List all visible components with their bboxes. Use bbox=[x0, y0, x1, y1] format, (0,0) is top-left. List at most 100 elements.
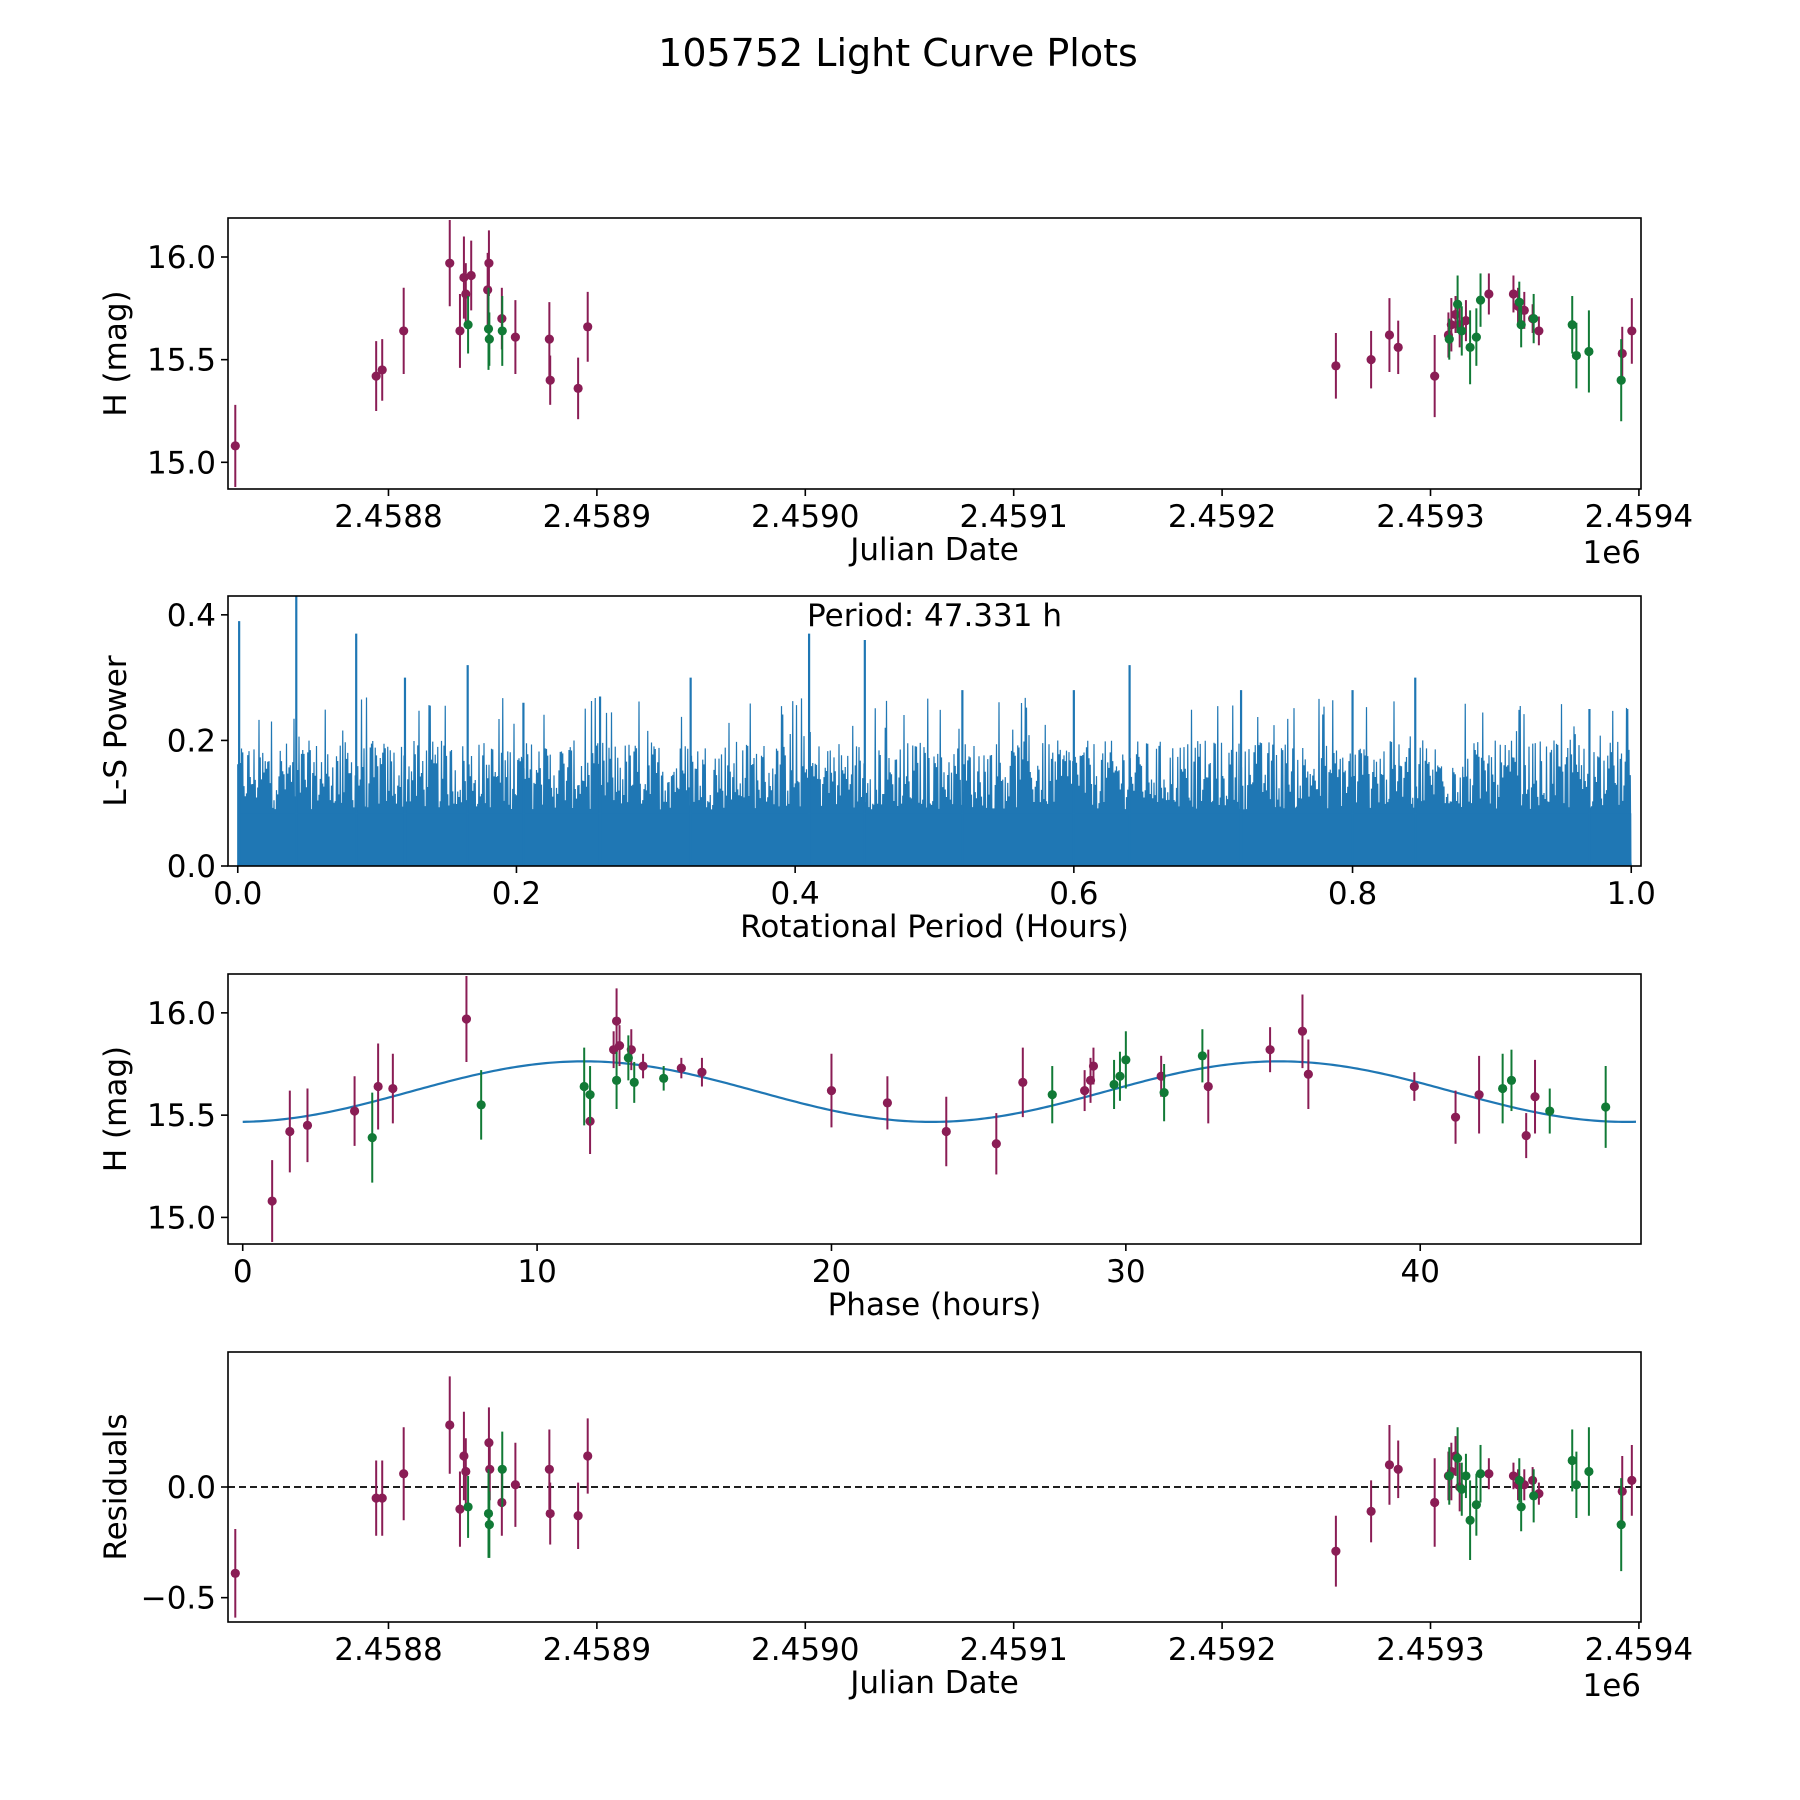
data-point bbox=[1617, 1486, 1627, 1497]
lightcurve-panel: 2.4588 2.4589 2.4590 2.4591 2.4592 2.4593 2.45… bbox=[98, 217, 1693, 571]
data-point bbox=[230, 1568, 240, 1578]
data-point bbox=[349, 1106, 360, 1116]
x-tick-label: 0.0 bbox=[213, 876, 262, 912]
data-point bbox=[1461, 1471, 1471, 1481]
data-point bbox=[629, 1077, 639, 1088]
data-point bbox=[1528, 1475, 1538, 1485]
data-point bbox=[1265, 1045, 1275, 1055]
data-point bbox=[445, 258, 455, 268]
data-point bbox=[1571, 350, 1581, 361]
data-point bbox=[1384, 330, 1395, 340]
series-filter-a bbox=[230, 220, 1637, 487]
periodogram-panel: Period: 47.331 h 0.0 0.2 0.4 0.6 0.8 1.0 0.0 0.2… bbox=[98, 595, 1656, 945]
data-point bbox=[1529, 1491, 1539, 1501]
data-point bbox=[1197, 1051, 1207, 1061]
data-point bbox=[1530, 1092, 1540, 1102]
data-point bbox=[1453, 1453, 1463, 1463]
data-point bbox=[1617, 348, 1627, 359]
sinusoid-model-curve bbox=[242, 1060, 1637, 1123]
data-point bbox=[461, 1014, 472, 1024]
data-point bbox=[1115, 1071, 1125, 1081]
x-tick-label: 0.6 bbox=[1049, 876, 1098, 912]
lightcurve-plot-area bbox=[230, 220, 1637, 487]
x-tick-label: 2.4589 bbox=[543, 499, 651, 535]
subplot-grid: 2.4588 2.4589 2.4590 2.4591 2.4592 2.4593 2.45… bbox=[98, 217, 1693, 1704]
series-filter-b bbox=[463, 1427, 1626, 1572]
period-annotation: Period: 47.331 h bbox=[807, 598, 1062, 634]
x-tick-label: 0.8 bbox=[1328, 876, 1377, 912]
data-point bbox=[1516, 320, 1526, 330]
data-point bbox=[638, 1061, 648, 1071]
data-point bbox=[1506, 1075, 1517, 1085]
data-point bbox=[455, 1504, 465, 1514]
data-point bbox=[1545, 1106, 1555, 1116]
data-point bbox=[1393, 1464, 1403, 1474]
residuals-plot-area bbox=[228, 1376, 1641, 1618]
data-point bbox=[1616, 375, 1626, 385]
x-offset-text: 1e6 bbox=[1582, 535, 1641, 571]
data-point bbox=[585, 1090, 595, 1100]
data-point bbox=[1018, 1077, 1028, 1088]
data-point bbox=[1384, 1460, 1395, 1470]
data-point bbox=[1409, 1081, 1419, 1092]
data-point bbox=[1465, 342, 1475, 352]
data-point bbox=[1627, 326, 1637, 336]
x-tick-label: 2.4593 bbox=[1376, 499, 1484, 535]
x-tick-label: 0 bbox=[233, 1254, 253, 1290]
data-point bbox=[545, 1508, 555, 1519]
periodogram-plot-area bbox=[237, 596, 1632, 866]
data-point bbox=[544, 334, 554, 344]
y-tick-label: 15.0 bbox=[147, 1200, 216, 1236]
data-point bbox=[388, 1083, 398, 1094]
data-point bbox=[1444, 334, 1454, 344]
data-point bbox=[1567, 1455, 1577, 1466]
x-tick-label: 1.0 bbox=[1607, 876, 1656, 912]
data-point bbox=[371, 371, 381, 381]
data-point bbox=[1203, 1081, 1213, 1092]
lightcurve-axes-frame bbox=[227, 217, 1642, 490]
data-point bbox=[1393, 342, 1403, 352]
x-tick-label: 2.4592 bbox=[1168, 499, 1276, 535]
x-tick-label: 30 bbox=[1106, 1254, 1145, 1290]
y-tick-label: 15.5 bbox=[147, 1098, 216, 1134]
x-tick-label: 0.2 bbox=[492, 876, 541, 912]
data-point bbox=[579, 1081, 589, 1092]
phased-panel: 0 10 20 30 40 15.0 15.5 16.0 Phase (hours) H (mag… bbox=[98, 973, 1642, 1323]
data-point bbox=[1366, 1506, 1376, 1516]
data-point bbox=[461, 1466, 471, 1477]
data-point bbox=[1534, 326, 1544, 336]
data-point bbox=[659, 1073, 669, 1083]
x-tick-label: 2.4588 bbox=[334, 499, 442, 535]
data-point bbox=[1627, 1475, 1637, 1485]
data-point bbox=[1516, 1502, 1526, 1512]
data-point bbox=[1567, 320, 1577, 330]
data-point bbox=[230, 441, 240, 451]
series-filter-b bbox=[367, 1029, 1611, 1183]
x-tick-label: 40 bbox=[1400, 1254, 1439, 1290]
data-point bbox=[445, 1420, 455, 1430]
figure-title: 105752 Light Curve Plots bbox=[658, 31, 1138, 75]
x-tick-label: 2.4591 bbox=[959, 499, 1067, 535]
data-point bbox=[510, 332, 520, 342]
phased-axes-frame bbox=[227, 973, 1642, 1245]
data-point bbox=[583, 1451, 593, 1461]
data-point bbox=[1601, 1102, 1611, 1112]
data-point bbox=[1484, 1469, 1494, 1479]
data-point bbox=[463, 1502, 473, 1512]
data-point bbox=[1453, 299, 1463, 309]
x-tick-label: 2.4590 bbox=[751, 499, 859, 535]
data-point bbox=[1475, 295, 1486, 305]
x-tick-label: 2.4590 bbox=[751, 1632, 859, 1668]
data-point bbox=[1450, 1112, 1461, 1122]
data-point bbox=[476, 1100, 486, 1110]
periodogram-power-floor bbox=[237, 813, 1632, 866]
data-point bbox=[1109, 1079, 1119, 1090]
data-point bbox=[1474, 1090, 1484, 1100]
data-point bbox=[484, 334, 494, 344]
data-point bbox=[1088, 1061, 1099, 1071]
data-point bbox=[882, 1098, 893, 1108]
data-point bbox=[377, 365, 387, 375]
y-axis-label: L-S Power bbox=[98, 655, 134, 806]
data-point bbox=[1514, 297, 1524, 307]
data-point bbox=[697, 1067, 707, 1077]
